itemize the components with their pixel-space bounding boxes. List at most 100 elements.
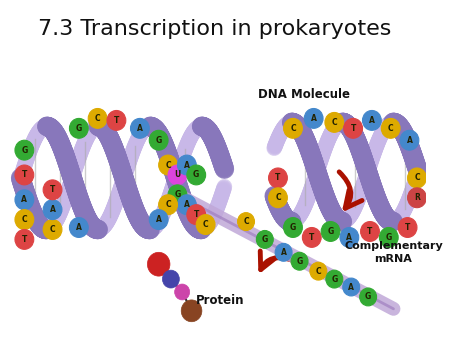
Text: A: A <box>184 161 190 170</box>
Text: C: C <box>165 200 171 209</box>
Text: G: G <box>328 227 334 236</box>
Text: C: C <box>95 114 100 123</box>
Text: DNA Molecule: DNA Molecule <box>258 88 350 101</box>
Text: G: G <box>156 136 162 145</box>
Text: C: C <box>50 225 55 234</box>
Circle shape <box>344 118 363 138</box>
Circle shape <box>302 227 321 247</box>
Circle shape <box>69 218 88 237</box>
Circle shape <box>238 213 255 231</box>
Text: U: U <box>174 170 180 179</box>
Circle shape <box>168 185 187 205</box>
Text: C: C <box>414 173 420 183</box>
Text: T: T <box>22 235 27 244</box>
Circle shape <box>130 118 149 138</box>
Circle shape <box>159 195 177 215</box>
Text: Protein: Protein <box>196 294 245 307</box>
Circle shape <box>304 108 323 128</box>
Circle shape <box>398 218 417 237</box>
Circle shape <box>187 165 206 185</box>
Circle shape <box>256 231 273 248</box>
Text: G: G <box>365 292 371 301</box>
Text: T: T <box>22 170 27 179</box>
Text: T: T <box>275 173 281 183</box>
Circle shape <box>275 243 292 261</box>
Text: C: C <box>165 161 171 170</box>
Text: A: A <box>346 233 352 242</box>
Text: A: A <box>76 223 82 232</box>
Circle shape <box>177 195 196 215</box>
Text: C: C <box>315 267 321 276</box>
Text: G: G <box>297 257 303 266</box>
Circle shape <box>343 278 360 296</box>
Text: T: T <box>194 210 199 219</box>
Text: A: A <box>406 136 412 145</box>
Circle shape <box>381 118 400 138</box>
Text: R: R <box>414 193 420 202</box>
Text: A: A <box>50 205 55 214</box>
Circle shape <box>43 180 62 200</box>
Circle shape <box>400 130 419 150</box>
Circle shape <box>187 205 206 224</box>
Text: T: T <box>309 233 315 242</box>
Text: A: A <box>22 195 27 204</box>
Text: G: G <box>290 223 296 232</box>
Circle shape <box>15 230 34 249</box>
Text: T: T <box>50 185 55 194</box>
Text: A: A <box>281 248 287 257</box>
Circle shape <box>284 218 302 237</box>
Text: C: C <box>22 215 27 224</box>
Text: Complementary
mRNA: Complementary mRNA <box>344 241 443 264</box>
Circle shape <box>149 130 168 150</box>
Text: C: C <box>243 217 249 226</box>
Circle shape <box>168 165 187 185</box>
Circle shape <box>325 113 344 132</box>
Circle shape <box>175 284 189 300</box>
Circle shape <box>326 270 343 288</box>
Circle shape <box>284 118 302 138</box>
Text: C: C <box>203 220 208 229</box>
Text: C: C <box>290 124 296 133</box>
Circle shape <box>196 215 215 235</box>
Text: G: G <box>386 233 392 242</box>
Circle shape <box>269 168 288 188</box>
Text: T: T <box>367 227 373 236</box>
Circle shape <box>340 227 359 247</box>
Text: T: T <box>114 116 119 125</box>
Text: G: G <box>331 274 338 284</box>
Circle shape <box>291 252 308 270</box>
Text: C: C <box>275 193 281 202</box>
Circle shape <box>321 222 340 241</box>
Circle shape <box>15 165 34 185</box>
Text: A: A <box>156 215 162 224</box>
Circle shape <box>159 155 177 175</box>
Circle shape <box>15 140 34 160</box>
Text: T: T <box>405 223 410 232</box>
Text: A: A <box>184 200 190 209</box>
Circle shape <box>162 270 180 288</box>
Circle shape <box>149 210 168 230</box>
Circle shape <box>269 188 288 208</box>
Circle shape <box>360 222 379 241</box>
Text: G: G <box>174 190 180 199</box>
Circle shape <box>15 190 34 210</box>
Circle shape <box>310 262 327 280</box>
Circle shape <box>181 300 202 322</box>
Text: C: C <box>388 124 393 133</box>
Circle shape <box>43 200 62 220</box>
Text: C: C <box>332 118 337 127</box>
Text: T: T <box>351 124 356 133</box>
Text: A: A <box>369 116 375 125</box>
Text: A: A <box>137 124 143 133</box>
Circle shape <box>177 155 196 175</box>
Text: A: A <box>348 283 354 291</box>
Text: 7.3 Transcription in prokaryotes: 7.3 Transcription in prokaryotes <box>38 19 392 39</box>
Circle shape <box>363 111 381 130</box>
Circle shape <box>148 252 170 276</box>
Circle shape <box>88 108 107 128</box>
Text: G: G <box>76 124 82 133</box>
Text: G: G <box>262 235 268 244</box>
Text: G: G <box>21 146 27 155</box>
Circle shape <box>408 168 426 188</box>
Circle shape <box>69 118 88 138</box>
